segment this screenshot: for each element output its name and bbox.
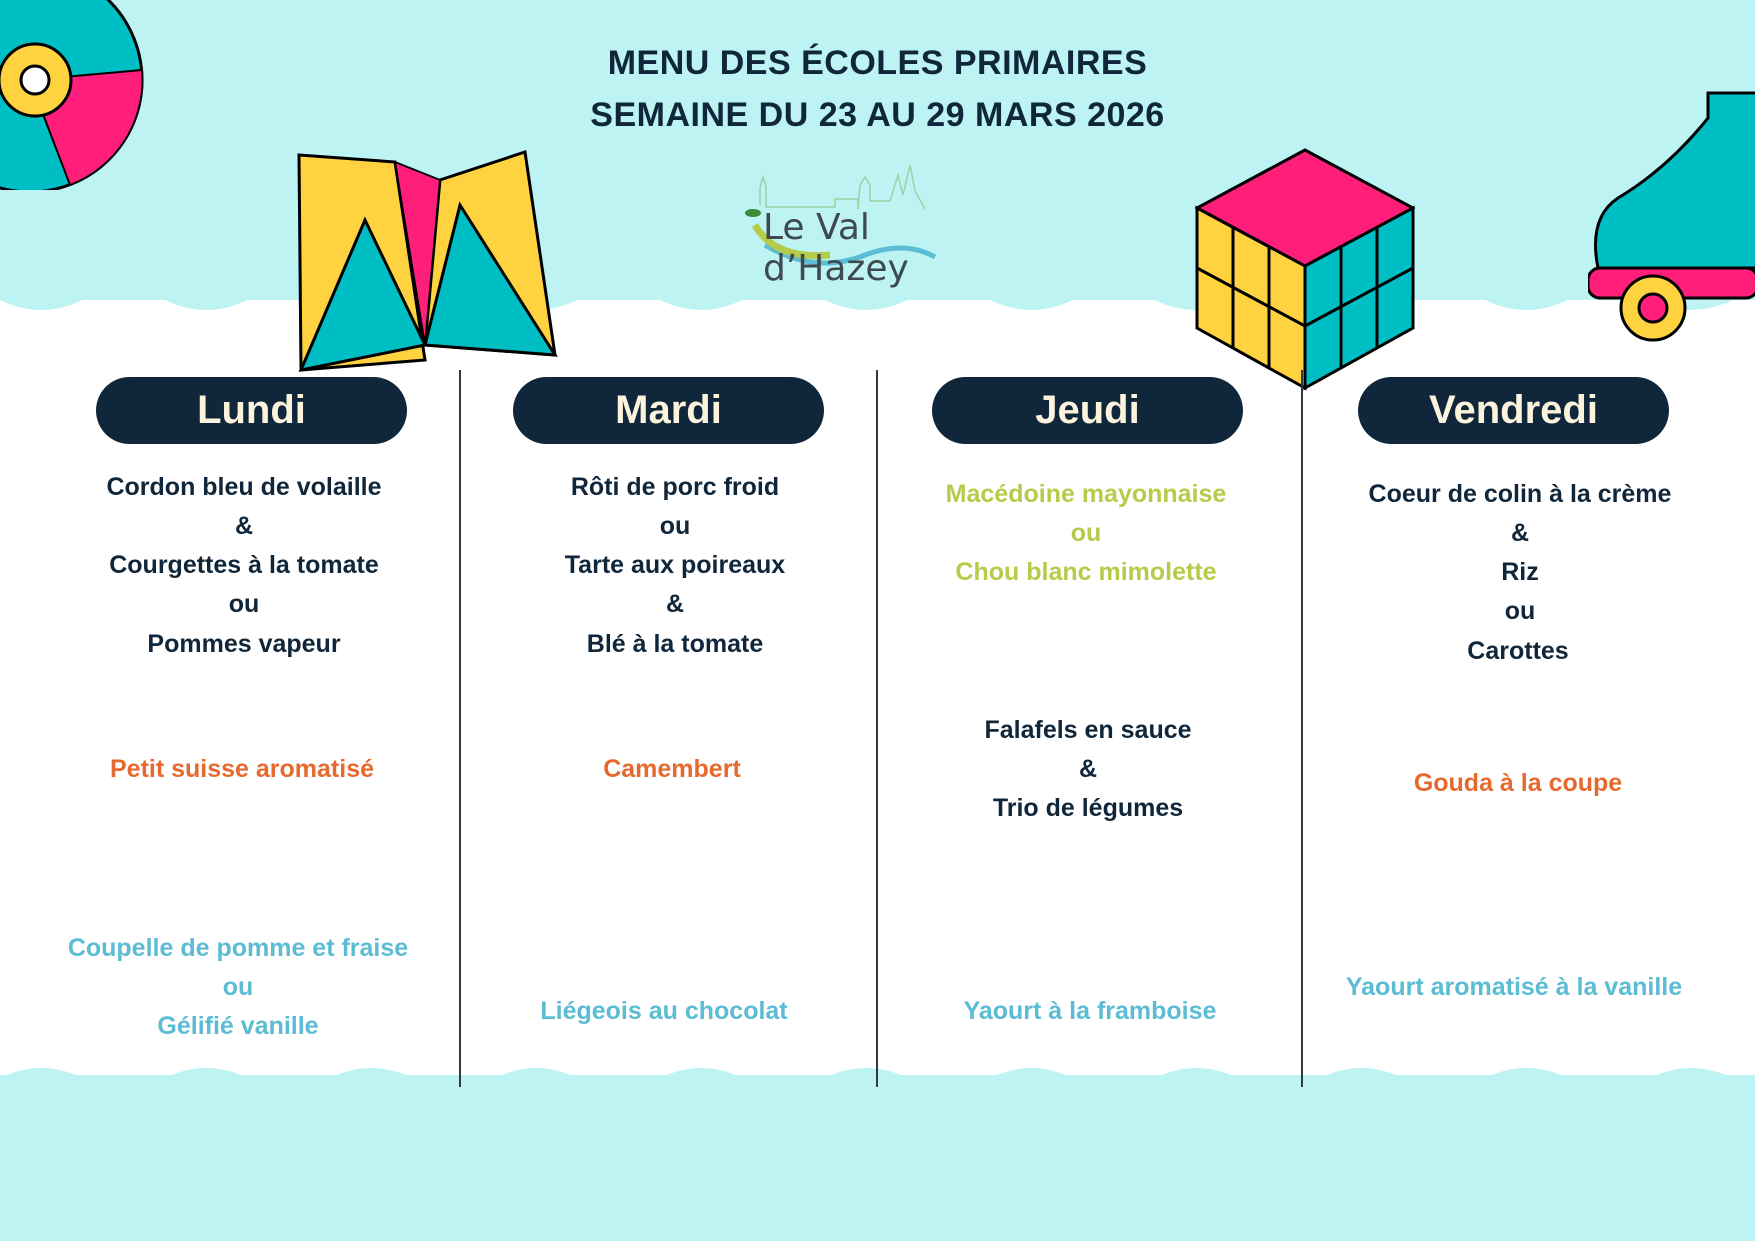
menu-connector: ou	[222, 973, 254, 1001]
cheese-item: Camembert	[603, 755, 741, 783]
starter-item: Chou blanc mimolette	[955, 558, 1217, 586]
menu-item: Trio de légumes	[992, 794, 1184, 822]
column-divider	[876, 370, 878, 1087]
dessert-item: Liégeois au chocolat	[540, 997, 788, 1025]
day-header-vendredi: Vendredi	[1358, 377, 1669, 444]
menu-connector: ou	[1070, 519, 1102, 547]
menu-item: Tarte aux poireaux	[564, 551, 786, 579]
menu-connector: &	[1078, 755, 1098, 783]
menu-item: Carottes	[1467, 637, 1569, 665]
vinyl-record-icon	[0, 0, 144, 190]
dessert-item: Yaourt aromatisé à la vanille	[1345, 973, 1683, 1001]
starter-item: Macédoine mayonnaise	[945, 480, 1227, 508]
column-divider	[459, 370, 461, 1087]
bottom-background	[0, 1075, 1755, 1241]
page-title: MENU DES ÉCOLES PRIMAIRES	[607, 44, 1148, 82]
paper-fortune-teller-icon	[297, 150, 558, 373]
menu-item: Coeur de colin à la crème	[1368, 480, 1672, 508]
menu-item: Riz	[1501, 558, 1539, 586]
logo-text: Le Val d’Hazey	[763, 207, 909, 289]
cheese-item: Gouda à la coupe	[1413, 769, 1623, 797]
column-divider	[1301, 370, 1303, 1087]
dessert-item: Yaourt à la framboise	[963, 997, 1217, 1025]
dessert-item: Coupelle de pomme et fraise	[67, 934, 409, 962]
menu-connector: ou	[228, 590, 260, 618]
menu-connector: &	[234, 512, 254, 540]
menu-connector: ou	[1504, 597, 1536, 625]
menu-connector: ou	[659, 512, 691, 540]
menu-item: Cordon bleu de volaille	[106, 473, 382, 501]
logo: Le Val d’Hazey	[735, 165, 1015, 289]
menu-item: Pommes vapeur	[147, 630, 341, 658]
day-header-lundi: Lundi	[96, 377, 407, 444]
menu-item: Falafels en sauce	[984, 716, 1192, 744]
menu-connector: &	[1510, 519, 1530, 547]
page-subtitle: SEMAINE DU 23 AU 29 MARS 2026	[590, 96, 1165, 134]
cheese-item: Petit suisse aromatisé	[109, 755, 374, 783]
day-header-jeudi: Jeudi	[932, 377, 1243, 444]
dessert-item: Gélifié vanille	[157, 1012, 319, 1040]
rubiks-cube-icon	[1195, 148, 1415, 391]
roller-skate-icon	[1588, 91, 1755, 342]
menu-item: Courgettes à la tomate	[109, 551, 379, 579]
menu-connector: &	[665, 590, 685, 618]
menu-item: Blé à la tomate	[586, 630, 764, 658]
day-header-mardi: Mardi	[513, 377, 824, 444]
menu-item: Rôti de porc froid	[570, 473, 780, 501]
